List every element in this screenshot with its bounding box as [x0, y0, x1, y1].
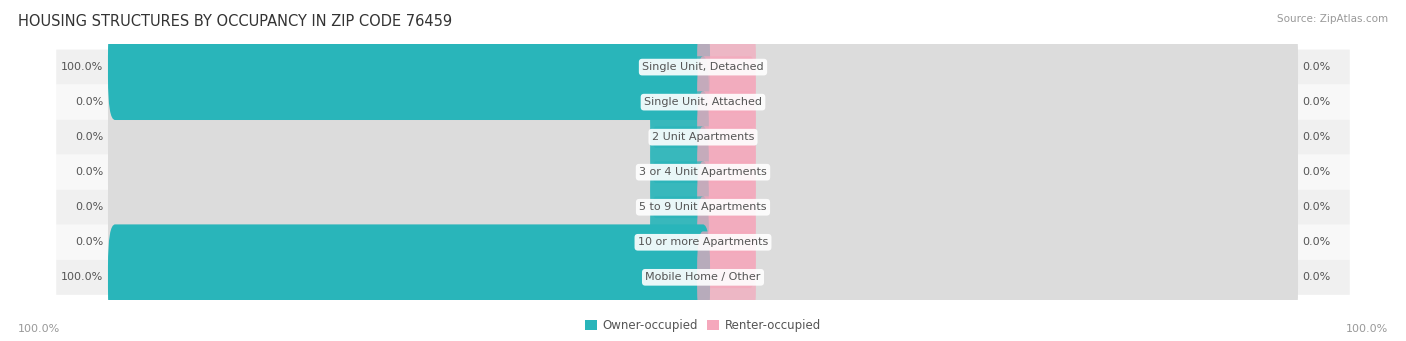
Text: 0.0%: 0.0% [1303, 202, 1331, 212]
FancyBboxPatch shape [650, 196, 709, 288]
FancyBboxPatch shape [650, 126, 709, 218]
Text: 5 to 9 Unit Apartments: 5 to 9 Unit Apartments [640, 202, 766, 212]
Text: 100.0%: 100.0% [60, 62, 103, 72]
Text: 0.0%: 0.0% [1303, 132, 1331, 142]
Text: Single Unit, Attached: Single Unit, Attached [644, 97, 762, 107]
FancyBboxPatch shape [108, 224, 710, 330]
FancyBboxPatch shape [108, 154, 1298, 260]
FancyBboxPatch shape [108, 14, 710, 120]
Text: 3 or 4 Unit Apartments: 3 or 4 Unit Apartments [640, 167, 766, 177]
FancyBboxPatch shape [697, 196, 756, 288]
FancyBboxPatch shape [697, 91, 756, 183]
FancyBboxPatch shape [697, 56, 756, 148]
Text: 0.0%: 0.0% [75, 237, 103, 247]
FancyBboxPatch shape [697, 126, 756, 218]
FancyBboxPatch shape [56, 85, 1350, 120]
FancyBboxPatch shape [56, 49, 1350, 85]
FancyBboxPatch shape [650, 56, 709, 148]
Text: 0.0%: 0.0% [75, 97, 103, 107]
FancyBboxPatch shape [56, 190, 1350, 225]
FancyBboxPatch shape [56, 225, 1350, 260]
Text: 2 Unit Apartments: 2 Unit Apartments [652, 132, 754, 142]
Legend: Owner-occupied, Renter-occupied: Owner-occupied, Renter-occupied [585, 319, 821, 332]
FancyBboxPatch shape [650, 161, 709, 253]
Text: 0.0%: 0.0% [1303, 97, 1331, 107]
Text: Mobile Home / Other: Mobile Home / Other [645, 272, 761, 282]
Text: 0.0%: 0.0% [75, 202, 103, 212]
Text: 0.0%: 0.0% [1303, 237, 1331, 247]
Text: 100.0%: 100.0% [18, 324, 60, 334]
FancyBboxPatch shape [697, 161, 756, 253]
FancyBboxPatch shape [108, 84, 1298, 190]
FancyBboxPatch shape [650, 91, 709, 183]
FancyBboxPatch shape [108, 189, 1298, 295]
Text: 0.0%: 0.0% [75, 132, 103, 142]
FancyBboxPatch shape [56, 120, 1350, 155]
FancyBboxPatch shape [697, 21, 756, 113]
FancyBboxPatch shape [108, 14, 1298, 120]
Text: 0.0%: 0.0% [1303, 167, 1331, 177]
Text: HOUSING STRUCTURES BY OCCUPANCY IN ZIP CODE 76459: HOUSING STRUCTURES BY OCCUPANCY IN ZIP C… [18, 14, 453, 29]
Text: 10 or more Apartments: 10 or more Apartments [638, 237, 768, 247]
Text: 100.0%: 100.0% [60, 272, 103, 282]
FancyBboxPatch shape [697, 232, 756, 323]
FancyBboxPatch shape [108, 49, 1298, 155]
FancyBboxPatch shape [56, 260, 1350, 295]
Text: Single Unit, Detached: Single Unit, Detached [643, 62, 763, 72]
Text: 0.0%: 0.0% [75, 167, 103, 177]
FancyBboxPatch shape [108, 224, 1298, 330]
Text: 0.0%: 0.0% [1303, 272, 1331, 282]
Text: 0.0%: 0.0% [1303, 62, 1331, 72]
Text: Source: ZipAtlas.com: Source: ZipAtlas.com [1277, 14, 1388, 24]
FancyBboxPatch shape [56, 155, 1350, 190]
Text: 100.0%: 100.0% [1346, 324, 1388, 334]
FancyBboxPatch shape [108, 119, 1298, 225]
